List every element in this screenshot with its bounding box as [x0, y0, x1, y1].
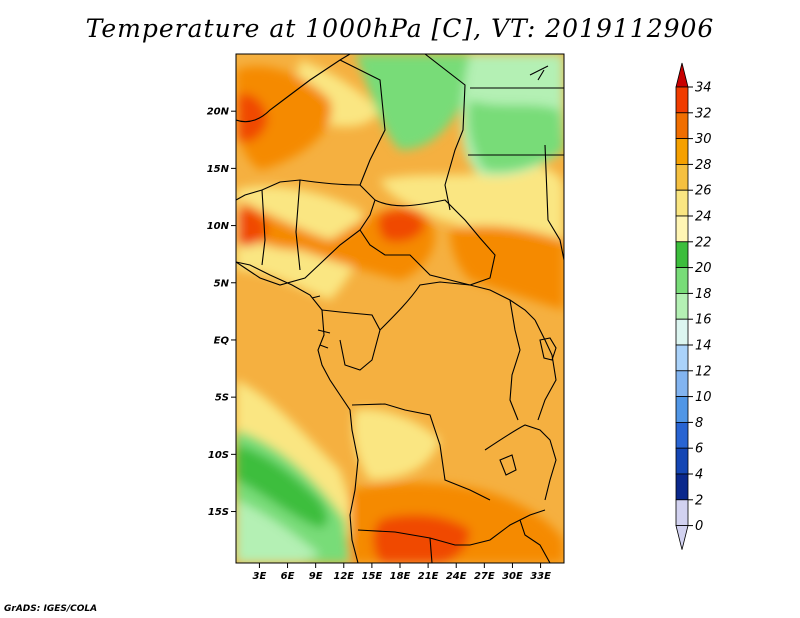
lat-tick-label: 5S: [215, 393, 229, 404]
lon-tick-label: 33E: [530, 571, 551, 582]
colorbar-swatch: [675, 499, 689, 526]
colorbar-swatch: [675, 318, 689, 346]
colorbar-label: 22: [695, 235, 712, 250]
colorbar-label: 28: [695, 158, 712, 173]
colorbar-swatch: [675, 112, 689, 140]
lat-tick-label: 10S: [208, 450, 229, 461]
country-boundaries: [236, 54, 564, 563]
colorbar-label: 16: [695, 313, 712, 328]
lat-tick-label: EQ: [214, 335, 230, 346]
colorbar-label: 14: [695, 339, 712, 354]
colorbar-label: 18: [695, 287, 712, 302]
lon-tick-label: 12E: [333, 571, 354, 582]
lon-tick-label: 9E: [309, 571, 323, 582]
colorbar-label: 20: [695, 261, 712, 276]
colorbar-label: 30: [695, 132, 712, 147]
colorbar-swatch: [675, 421, 689, 449]
colorbar-swatch: [675, 344, 689, 372]
colorbar-swatch: [675, 241, 689, 269]
colorbar-swatch: [675, 138, 689, 165]
lat-tick-label: 5N: [214, 278, 230, 289]
colorbar-label: 12: [695, 364, 712, 379]
colorbar-label: 34: [695, 81, 712, 96]
colorbar-label: 24: [695, 210, 712, 225]
colorbar-swatch: [675, 189, 689, 217]
lon-tick-label: 6E: [281, 571, 295, 582]
lon-tick-label: 30E: [502, 571, 523, 582]
lat-tick-label: 10N: [207, 221, 230, 232]
map-title: Temperature at 1000hPa [C], VT: 20191129…: [85, 14, 715, 43]
colorbar-label: 32: [695, 106, 712, 121]
lat-tick-label: 15S: [208, 507, 229, 518]
lat-tick-label: 20N: [207, 107, 230, 118]
colorbar-swatch: [675, 396, 689, 423]
colorbar-label: 2: [695, 493, 703, 508]
colorbar-swatch: [675, 267, 689, 294]
colorbar-swatch: [675, 370, 689, 397]
colorbar-swatch: [675, 215, 689, 243]
latitude-axis: 20N 15N 10N 5N EQ 5S 10S 15S: [207, 107, 236, 518]
lon-tick-label: 3E: [253, 571, 267, 582]
colorbar-swatch: [675, 163, 689, 191]
lon-tick-label: 24E: [446, 571, 467, 582]
colorbar-swatch: [675, 447, 689, 475]
lon-tick-label: 21E: [418, 571, 439, 582]
lon-tick-label: 18E: [390, 571, 411, 582]
longitude-axis: 3E 6E 9E 12E 15E 18E 21E 24E 27E 30E 33E: [253, 563, 551, 582]
colorbar-swatch: [675, 473, 689, 501]
colorbar-label: 6: [695, 442, 703, 457]
colorbar-bottom-arrow: [675, 525, 689, 550]
grads-credit: GrADS: IGES/COLA: [4, 604, 98, 614]
colorbar-label: 26: [695, 184, 712, 199]
colorbar-label: 8: [695, 416, 703, 431]
lon-tick-label: 27E: [474, 571, 495, 582]
colorbar-top-arrow: [675, 62, 689, 88]
colorbar-swatch: [675, 86, 689, 114]
lon-tick-label: 15E: [362, 571, 383, 582]
colorbar-swatch: [675, 292, 689, 320]
colorbar-label: 10: [695, 390, 712, 405]
colorbar-label: 0: [695, 519, 703, 534]
lat-tick-label: 15N: [207, 164, 230, 175]
colorbar-label: 4: [695, 468, 703, 483]
